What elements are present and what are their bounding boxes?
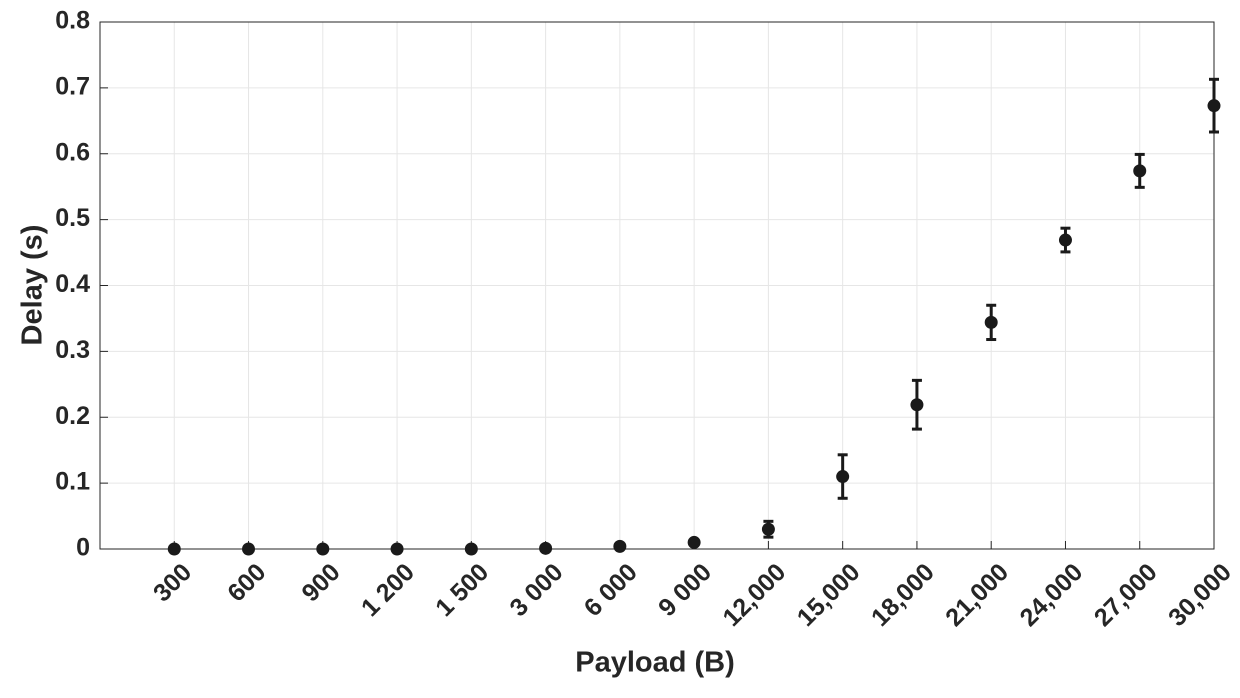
point: [242, 542, 256, 556]
x-tick-label: 9 000: [653, 558, 717, 622]
x-tick-label: 300: [148, 558, 197, 607]
x-tick-label: 3 000: [504, 558, 568, 622]
x-tick-label: 21,000: [940, 558, 1014, 632]
y-tick-label: 0.6: [55, 138, 90, 166]
point: [984, 315, 998, 329]
point: [687, 535, 701, 549]
x-tick-label: 900: [296, 558, 345, 607]
x-tick-label: 6 000: [579, 558, 643, 622]
y-tick-label: 0.5: [55, 204, 90, 232]
point: [1133, 164, 1147, 178]
y-tick-label: 0.7: [55, 72, 90, 100]
x-tick-label: 15,000: [792, 558, 866, 632]
y-tick-label: 0.2: [55, 402, 90, 430]
point: [1207, 99, 1221, 113]
point: [836, 470, 850, 484]
y-axis-label: Delay (s): [17, 225, 49, 346]
y-tick-label: 0.4: [55, 270, 90, 298]
y-tick-label: 0.1: [55, 468, 90, 496]
x-tick-label: 18,000: [866, 558, 940, 632]
point: [464, 542, 478, 556]
x-tick-label: 12,000: [717, 558, 791, 632]
point: [1058, 233, 1072, 247]
x-tick-label: 600: [222, 558, 271, 607]
y-tick-label: 0: [76, 534, 90, 562]
point: [761, 522, 775, 536]
point: [390, 542, 404, 556]
y-tick-label: 0.8: [55, 7, 90, 35]
x-tick-label: 30,000: [1163, 558, 1237, 632]
point: [316, 542, 330, 556]
point: [167, 542, 181, 556]
x-tick-label: 1 200: [356, 558, 420, 622]
x-tick-label: 24,000: [1015, 558, 1089, 632]
y-tick-label: 0.3: [55, 336, 90, 364]
point: [613, 539, 627, 553]
x-tick-label: 1 500: [430, 558, 494, 622]
point: [539, 541, 553, 555]
plot-frame: [99, 21, 1215, 550]
x-tick-label: 27,000: [1089, 558, 1163, 632]
x-axis-label: Payload (B): [575, 647, 735, 679]
point: [910, 398, 924, 412]
